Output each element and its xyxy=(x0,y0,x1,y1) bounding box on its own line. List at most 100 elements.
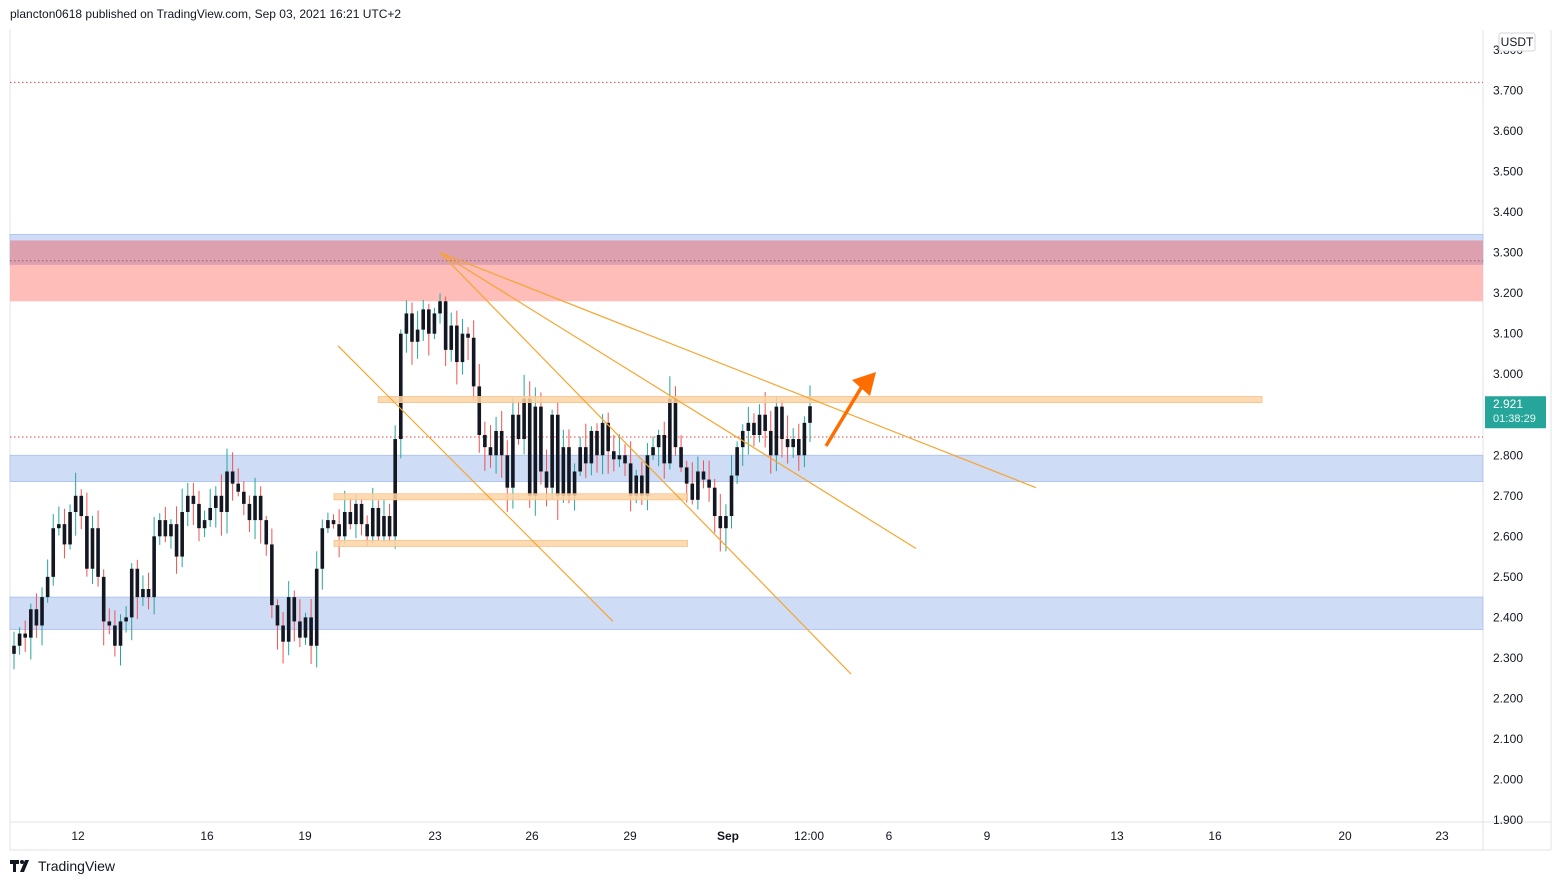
candle[interactable] xyxy=(359,498,364,536)
candle[interactable] xyxy=(309,598,313,664)
candle[interactable] xyxy=(718,494,723,552)
candle[interactable] xyxy=(113,610,117,657)
candle[interactable] xyxy=(808,385,812,442)
candle[interactable] xyxy=(242,481,246,516)
candle[interactable] xyxy=(617,434,622,467)
candle[interactable] xyxy=(572,463,577,511)
candle[interactable] xyxy=(275,599,280,650)
candle[interactable] xyxy=(298,599,302,648)
candle[interactable] xyxy=(354,494,358,539)
candle[interactable] xyxy=(499,410,504,478)
trendline[interactable] xyxy=(439,252,852,675)
candle[interactable] xyxy=(169,519,173,549)
candle[interactable] xyxy=(320,519,325,590)
candle[interactable] xyxy=(157,513,162,545)
candle[interactable] xyxy=(774,396,779,472)
zone-support-blue[interactable] xyxy=(9,596,1484,630)
candle[interactable] xyxy=(550,409,554,500)
candle[interactable] xyxy=(96,510,100,587)
candle[interactable] xyxy=(230,452,235,501)
candle[interactable] xyxy=(85,492,89,577)
candle[interactable] xyxy=(583,423,588,478)
orange-band[interactable] xyxy=(333,539,688,547)
candle[interactable] xyxy=(57,506,61,536)
candle[interactable] xyxy=(466,327,470,361)
candle[interactable] xyxy=(247,495,252,533)
candle[interactable] xyxy=(707,460,711,502)
candle[interactable] xyxy=(432,307,437,340)
candle[interactable] xyxy=(606,412,610,474)
candle[interactable] xyxy=(17,627,22,655)
candle[interactable] xyxy=(197,490,201,542)
candle[interactable] xyxy=(129,563,134,641)
candle[interactable] xyxy=(785,415,790,464)
candle[interactable] xyxy=(382,499,386,543)
candle[interactable] xyxy=(690,462,695,505)
trendline[interactable] xyxy=(439,252,917,549)
candle[interactable] xyxy=(404,300,409,353)
candle[interactable] xyxy=(331,514,336,529)
candle[interactable] xyxy=(348,497,353,530)
candle[interactable] xyxy=(471,320,476,401)
candle[interactable] xyxy=(253,477,257,540)
candle[interactable] xyxy=(124,606,128,633)
candle[interactable] xyxy=(314,551,319,668)
candle[interactable] xyxy=(735,441,739,484)
candle[interactable] xyxy=(438,293,442,324)
candle[interactable] xyxy=(225,448,229,534)
candle[interactable] xyxy=(651,436,655,460)
candle[interactable] xyxy=(662,421,667,479)
candle[interactable] xyxy=(578,436,582,476)
candle[interactable] xyxy=(337,509,341,558)
candle[interactable] xyxy=(696,456,700,510)
candle[interactable] xyxy=(511,397,515,509)
candle[interactable] xyxy=(45,559,50,603)
candle[interactable] xyxy=(449,312,454,362)
candle[interactable] xyxy=(23,620,28,652)
candle[interactable] xyxy=(516,401,521,445)
candle[interactable] xyxy=(623,444,627,476)
candle[interactable] xyxy=(79,489,84,530)
candle[interactable] xyxy=(236,468,241,497)
candle[interactable] xyxy=(398,329,403,459)
candle[interactable] xyxy=(191,482,196,525)
candle[interactable] xyxy=(679,435,683,473)
candle[interactable] xyxy=(505,440,510,512)
candle[interactable] xyxy=(174,506,179,574)
candle[interactable] xyxy=(729,455,734,529)
candle[interactable] xyxy=(796,423,801,471)
orange-band[interactable] xyxy=(333,493,688,501)
candle[interactable] xyxy=(427,303,431,356)
candle[interactable] xyxy=(180,488,184,568)
candle[interactable] xyxy=(595,423,599,473)
candle[interactable] xyxy=(29,603,33,660)
orange-band[interactable] xyxy=(377,396,1263,403)
candle[interactable] xyxy=(73,472,78,536)
candle[interactable] xyxy=(656,429,661,467)
candle[interactable] xyxy=(421,299,426,341)
bullish-arrow[interactable] xyxy=(824,372,876,447)
candle[interactable] xyxy=(40,587,44,646)
candle[interactable] xyxy=(208,488,212,527)
candle[interactable] xyxy=(415,311,420,359)
candle[interactable] xyxy=(589,426,594,476)
candle[interactable] xyxy=(376,500,381,541)
candle[interactable] xyxy=(62,508,67,559)
candle[interactable] xyxy=(612,435,616,472)
candle[interactable] xyxy=(802,416,807,468)
candle[interactable] xyxy=(539,392,543,485)
candle[interactable] xyxy=(701,460,706,489)
candle[interactable] xyxy=(185,482,190,527)
candle[interactable] xyxy=(152,516,156,615)
candle[interactable] xyxy=(387,503,392,543)
candle[interactable] xyxy=(118,614,123,666)
candle[interactable] xyxy=(393,425,397,549)
currency-badge[interactable]: USDT xyxy=(1498,32,1536,52)
candle[interactable] xyxy=(488,425,493,468)
candle[interactable] xyxy=(522,374,526,455)
candle[interactable] xyxy=(286,581,291,656)
candle[interactable] xyxy=(202,510,207,538)
candle[interactable] xyxy=(791,428,795,459)
candle[interactable] xyxy=(146,572,151,610)
